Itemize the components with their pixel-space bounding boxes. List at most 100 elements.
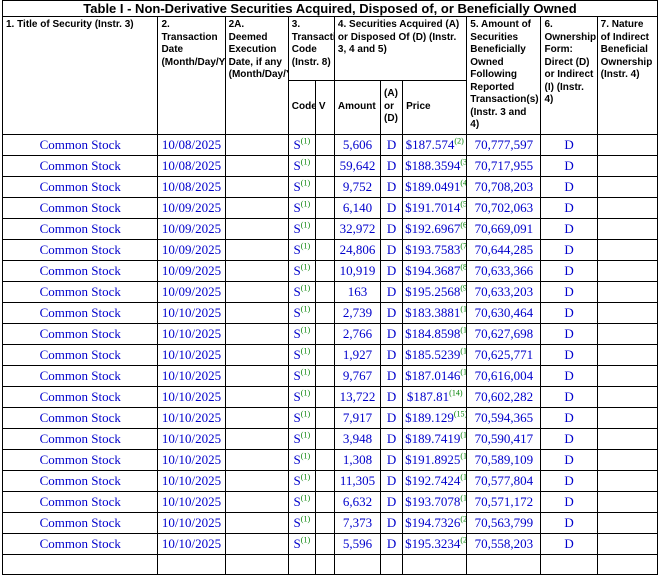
- transaction-date-cell: 10/08/2025: [157, 154, 226, 177]
- owned-following-cell: 70,616,004: [466, 364, 542, 387]
- v-cell: [314, 364, 335, 387]
- ownership-form-cell: D: [540, 259, 598, 282]
- price-value: $191.7014: [405, 199, 461, 215]
- transaction-code-cell: S(1): [287, 259, 316, 282]
- price-cell: $192.7424(18): [402, 469, 468, 492]
- acquired-disposed-cell: D: [380, 532, 404, 555]
- transaction-code-cell: S(1): [287, 238, 316, 261]
- deemed-execution-date-cell: [224, 364, 289, 387]
- price-value: $195.2568: [405, 283, 461, 299]
- transaction-date-cell: 10/10/2025: [157, 490, 226, 513]
- transaction-date-cell: 10/10/2025: [157, 448, 226, 471]
- deemed-execution-date-cell: [224, 385, 289, 408]
- transaction-code: S: [293, 409, 301, 425]
- indirect-nature-cell: [596, 406, 659, 429]
- amount-cell: 3,948: [333, 427, 382, 450]
- transaction-code-cell: S(1): [287, 301, 316, 324]
- transaction-date-cell: 10/10/2025: [157, 301, 226, 324]
- security-cell: Common Stock: [1, 427, 159, 450]
- transaction-code-cell: S(1): [287, 385, 316, 408]
- table-row: Common Stock 10/10/2025 S(1) 2,766 D $18…: [1, 322, 659, 345]
- amount-cell: 9,752: [333, 175, 382, 198]
- owned-following-cell: 70,708,203: [466, 175, 542, 198]
- ownership-form-cell: D: [540, 196, 598, 219]
- transaction-date-cell: 10/10/2025: [157, 532, 226, 555]
- price-value: $192.6967: [405, 220, 461, 236]
- price-footnote-ref: (16): [460, 430, 467, 440]
- price-value: $189.129: [405, 409, 454, 425]
- indirect-nature-cell: [596, 133, 659, 156]
- deemed-execution-date-cell: [224, 448, 289, 471]
- table-title: Table I - Non-Derivative Securities Acqu…: [2, 0, 658, 17]
- ownership-form-cell: D: [540, 238, 598, 261]
- transaction-code: S: [293, 304, 301, 320]
- transaction-code: S: [293, 367, 301, 383]
- owned-following-cell: 70,625,771: [466, 343, 542, 366]
- owned-following-cell: 70,717,955: [466, 154, 542, 177]
- transaction-code-cell: S(1): [287, 490, 316, 513]
- amount-cell: 59,642: [333, 154, 382, 177]
- v-cell: [314, 301, 335, 324]
- table-row: Common Stock 10/10/2025 S(1) 1,927 D $18…: [1, 343, 659, 366]
- deemed-execution-date-cell: [224, 238, 289, 261]
- security-cell: Common Stock: [1, 511, 159, 534]
- security-cell: Common Stock: [1, 217, 159, 240]
- transaction-code-cell: S(1): [287, 532, 316, 555]
- indirect-nature-cell: [596, 322, 659, 345]
- transaction-code: S: [293, 199, 301, 215]
- acquired-disposed-cell: D: [380, 280, 404, 303]
- price-value: $188.3594: [405, 157, 461, 173]
- price-cell: $187.81(14): [402, 385, 468, 408]
- transaction-code: S: [293, 451, 301, 467]
- indirect-nature-cell: [596, 469, 659, 492]
- amount-cell: 5,606: [333, 133, 382, 156]
- security-cell: Common Stock: [1, 364, 159, 387]
- price-value: $189.7419: [405, 430, 461, 446]
- acquired-disposed-cell: D: [380, 343, 404, 366]
- partial-clipped-row: [1, 553, 659, 575]
- subcol-a-or-d: (A) or (D): [380, 79, 404, 135]
- transaction-date-cell: 10/09/2025: [157, 259, 226, 282]
- v-cell: [314, 133, 335, 156]
- acquired-disposed-cell: D: [380, 154, 404, 177]
- v-cell: [314, 343, 335, 366]
- deemed-execution-date-cell: [224, 259, 289, 282]
- price-cell: $188.3594(3): [402, 154, 468, 177]
- ownership-form-cell: D: [540, 322, 598, 345]
- transaction-code: S: [293, 514, 301, 530]
- security-cell: Common Stock: [1, 301, 159, 324]
- partial-row-container: [1, 553, 659, 575]
- transaction-code: S: [293, 346, 301, 362]
- acquired-disposed-cell: D: [380, 427, 404, 450]
- amount-cell: 7,917: [333, 406, 382, 429]
- ownership-form-cell: D: [540, 133, 598, 156]
- transaction-code-cell: S(1): [287, 322, 316, 345]
- owned-following-cell: 70,571,172: [466, 490, 542, 513]
- transaction-date-cell: 10/08/2025: [157, 133, 226, 156]
- v-cell: [314, 280, 335, 303]
- price-value: $189.0491: [405, 178, 461, 194]
- acquired-disposed-cell: D: [380, 301, 404, 324]
- security-cell: Common Stock: [1, 238, 159, 261]
- owned-following-cell: 70,577,804: [466, 469, 542, 492]
- table-row: Common Stock 10/09/2025 S(1) 163 D $195.…: [1, 280, 659, 303]
- transaction-code-cell: S(1): [287, 133, 316, 156]
- deemed-execution-date-cell: [224, 217, 289, 240]
- v-cell: [314, 427, 335, 450]
- header-group-row: 1. Title of Security (Instr. 3) 2. Trans…: [1, 16, 659, 135]
- code-footnote-ref: (1): [300, 178, 311, 188]
- price-footnote-ref: (17): [460, 451, 467, 461]
- col-title-of-security: 1. Title of Security (Instr. 3): [1, 16, 159, 135]
- acquired-disposed-cell: D: [380, 259, 404, 282]
- transaction-code-cell: S(1): [287, 406, 316, 429]
- price-value: $194.3687: [405, 262, 461, 278]
- ownership-form-cell: D: [540, 280, 598, 303]
- transaction-code-cell: S(1): [287, 154, 316, 177]
- price-footnote-ref: (20): [460, 514, 467, 524]
- ownership-form-cell: D: [540, 301, 598, 324]
- col-transaction-date: 2. Transaction Date (Month/Day/Year): [157, 16, 226, 135]
- transaction-date-cell: 10/10/2025: [157, 511, 226, 534]
- table-row: Common Stock 10/10/2025 S(1) 7,373 D $19…: [1, 511, 659, 534]
- table-row: Common Stock 10/10/2025 S(1) 2,739 D $18…: [1, 301, 659, 324]
- subcol-code: Code: [287, 79, 316, 135]
